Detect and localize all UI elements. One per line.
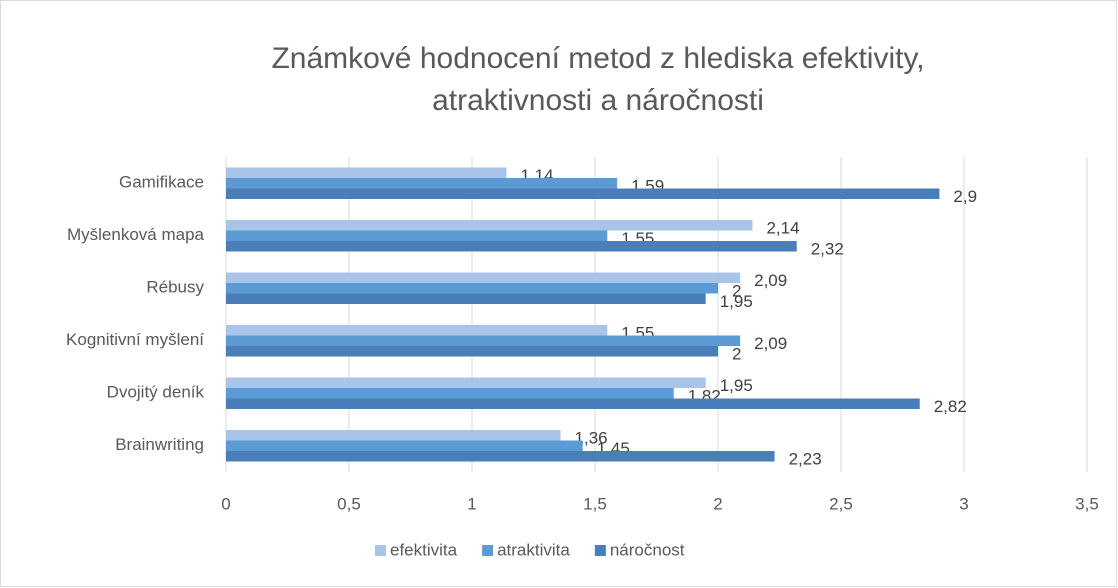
- y-tick-label: Rébusy: [146, 278, 204, 297]
- data-label: 2: [732, 282, 741, 301]
- chart-title: Známkové hodnocení metod z hlediska efek…: [271, 42, 924, 75]
- legend-label: atraktivita: [497, 540, 570, 559]
- bar: [226, 325, 608, 336]
- bar: [226, 335, 741, 346]
- legend-label: efektivita: [390, 540, 458, 559]
- legend-swatch: [594, 545, 606, 556]
- bar: [226, 440, 583, 451]
- y-tick-label: Gamifikace: [119, 173, 204, 192]
- bar: [226, 377, 706, 388]
- x-tick-label: 1,5: [583, 494, 607, 513]
- x-tick-label: 0,5: [337, 494, 361, 513]
- data-label: 2,32: [811, 240, 844, 259]
- legend-label: náročnost: [610, 540, 685, 559]
- bar: [226, 188, 940, 199]
- data-label: 2,14: [766, 219, 799, 238]
- bar: [226, 398, 920, 409]
- data-label: 2,23: [789, 450, 822, 469]
- x-tick-label: 2,5: [829, 494, 853, 513]
- bar: [226, 178, 618, 189]
- y-tick-label: Kognitivní myšlení: [66, 330, 204, 349]
- chart-title: atraktivnosti a náročnosti: [432, 84, 764, 117]
- data-label: 2,82: [934, 397, 967, 416]
- legend-swatch: [482, 545, 494, 556]
- x-tick-label: 1: [467, 494, 476, 513]
- bar: [226, 283, 718, 294]
- bar: [226, 167, 507, 178]
- y-tick-label: Brainwriting: [115, 435, 204, 454]
- y-tick-label: Myšlenková mapa: [67, 225, 205, 244]
- x-tick-label: 3: [959, 494, 968, 513]
- bar: [226, 293, 706, 304]
- data-label: 2: [732, 345, 741, 364]
- x-tick-label: 0: [221, 494, 230, 513]
- legend-swatch: [375, 545, 386, 556]
- data-label: 2,09: [754, 334, 787, 353]
- bar: [226, 220, 753, 231]
- bar: [226, 430, 561, 441]
- y-tick-label: Dvojitý deník: [107, 383, 205, 402]
- data-label: 2,09: [754, 271, 787, 290]
- x-tick-label: 3,5: [1075, 494, 1099, 513]
- bar: [226, 346, 718, 357]
- bar: [226, 451, 775, 462]
- data-label: 1,95: [720, 376, 753, 395]
- data-label: 1,95: [720, 292, 753, 311]
- data-label: 1,36: [575, 429, 608, 448]
- bar: [226, 272, 741, 283]
- bar: [226, 230, 608, 241]
- x-tick-label: 2: [713, 494, 722, 513]
- data-label: 2,9: [953, 187, 977, 206]
- bar: [226, 241, 797, 252]
- bar: [226, 388, 674, 399]
